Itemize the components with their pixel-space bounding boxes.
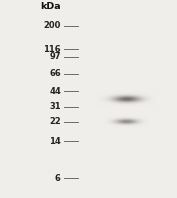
Text: 31: 31 [49,102,61,111]
Text: kDa: kDa [40,2,61,10]
Text: 66: 66 [49,69,61,78]
Text: 6: 6 [55,174,61,183]
Text: 97: 97 [49,52,61,61]
Text: 14: 14 [49,137,61,146]
Text: 44: 44 [49,87,61,96]
Text: 116: 116 [43,45,61,54]
Text: 22: 22 [49,117,61,126]
Text: 200: 200 [44,21,61,30]
